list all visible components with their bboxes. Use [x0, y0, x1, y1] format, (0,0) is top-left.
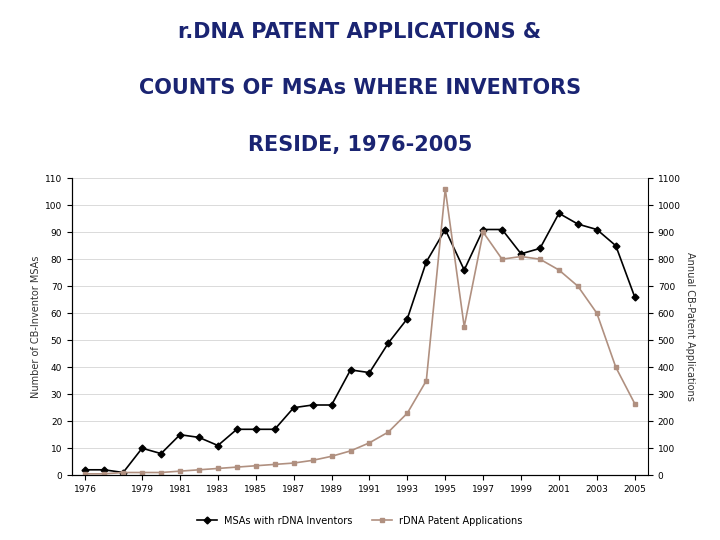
Text: RESIDE, 1976-2005: RESIDE, 1976-2005 — [248, 135, 472, 155]
MSAs with rDNA Inventors — [176, 431, 184, 438]
MSAs with rDNA Inventors — [365, 369, 374, 376]
MSAs with rDNA Inventors — [441, 226, 449, 233]
rDNA Patent Applications — [593, 310, 601, 316]
rDNA Patent Applications — [441, 186, 449, 192]
rDNA Patent Applications — [289, 460, 298, 466]
rDNA Patent Applications — [554, 267, 563, 273]
Line: rDNA Patent Applications: rDNA Patent Applications — [83, 186, 637, 476]
rDNA Patent Applications — [328, 453, 336, 460]
MSAs with rDNA Inventors — [289, 404, 298, 411]
MSAs with rDNA Inventors — [251, 426, 260, 433]
rDNA Patent Applications — [176, 468, 184, 475]
MSAs with rDNA Inventors — [308, 402, 317, 408]
rDNA Patent Applications — [384, 429, 392, 435]
rDNA Patent Applications — [214, 465, 222, 472]
rDNA Patent Applications — [479, 229, 487, 235]
Text: r.DNA PATENT APPLICATIONS &: r.DNA PATENT APPLICATIONS & — [179, 22, 541, 42]
MSAs with rDNA Inventors — [157, 450, 166, 457]
MSAs with rDNA Inventors — [498, 226, 506, 233]
rDNA Patent Applications — [403, 410, 412, 416]
MSAs with rDNA Inventors — [100, 467, 109, 473]
MSAs with rDNA Inventors — [479, 226, 487, 233]
MSAs with rDNA Inventors — [233, 426, 241, 433]
MSAs with rDNA Inventors — [517, 251, 526, 257]
MSAs with rDNA Inventors — [554, 210, 563, 217]
MSAs with rDNA Inventors — [346, 367, 355, 373]
rDNA Patent Applications — [119, 469, 127, 476]
MSAs with rDNA Inventors — [631, 294, 639, 300]
MSAs with rDNA Inventors — [403, 315, 412, 322]
Text: COUNTS OF MSAs WHERE INVENTORS: COUNTS OF MSAs WHERE INVENTORS — [139, 78, 581, 98]
rDNA Patent Applications — [271, 461, 279, 468]
rDNA Patent Applications — [81, 471, 89, 477]
rDNA Patent Applications — [365, 440, 374, 446]
Y-axis label: Number of CB-Inventor MSAs: Number of CB-Inventor MSAs — [31, 255, 41, 398]
MSAs with rDNA Inventors — [593, 226, 601, 233]
rDNA Patent Applications — [138, 469, 146, 476]
MSAs with rDNA Inventors — [574, 221, 582, 227]
MSAs with rDNA Inventors — [214, 442, 222, 449]
MSAs with rDNA Inventors — [611, 242, 620, 249]
rDNA Patent Applications — [574, 283, 582, 289]
rDNA Patent Applications — [194, 467, 203, 473]
rDNA Patent Applications — [498, 256, 506, 262]
rDNA Patent Applications — [157, 469, 166, 476]
rDNA Patent Applications — [517, 253, 526, 260]
rDNA Patent Applications — [536, 256, 544, 262]
MSAs with rDNA Inventors — [384, 340, 392, 346]
MSAs with rDNA Inventors — [194, 434, 203, 441]
MSAs with rDNA Inventors — [328, 402, 336, 408]
Line: MSAs with rDNA Inventors: MSAs with rDNA Inventors — [83, 211, 637, 475]
MSAs with rDNA Inventors — [271, 426, 279, 433]
MSAs with rDNA Inventors — [138, 445, 146, 451]
rDNA Patent Applications — [233, 464, 241, 470]
rDNA Patent Applications — [611, 364, 620, 370]
MSAs with rDNA Inventors — [81, 467, 89, 473]
MSAs with rDNA Inventors — [119, 469, 127, 476]
MSAs with rDNA Inventors — [422, 259, 431, 265]
rDNA Patent Applications — [460, 323, 469, 330]
rDNA Patent Applications — [422, 377, 431, 384]
rDNA Patent Applications — [100, 471, 109, 477]
MSAs with rDNA Inventors — [536, 245, 544, 252]
rDNA Patent Applications — [346, 448, 355, 454]
Y-axis label: Annual CB-Patent Applications: Annual CB-Patent Applications — [685, 252, 695, 401]
rDNA Patent Applications — [251, 462, 260, 469]
rDNA Patent Applications — [631, 400, 639, 407]
rDNA Patent Applications — [308, 457, 317, 463]
MSAs with rDNA Inventors — [460, 267, 469, 273]
Legend: MSAs with rDNA Inventors, rDNA Patent Applications: MSAs with rDNA Inventors, rDNA Patent Ap… — [193, 512, 527, 530]
